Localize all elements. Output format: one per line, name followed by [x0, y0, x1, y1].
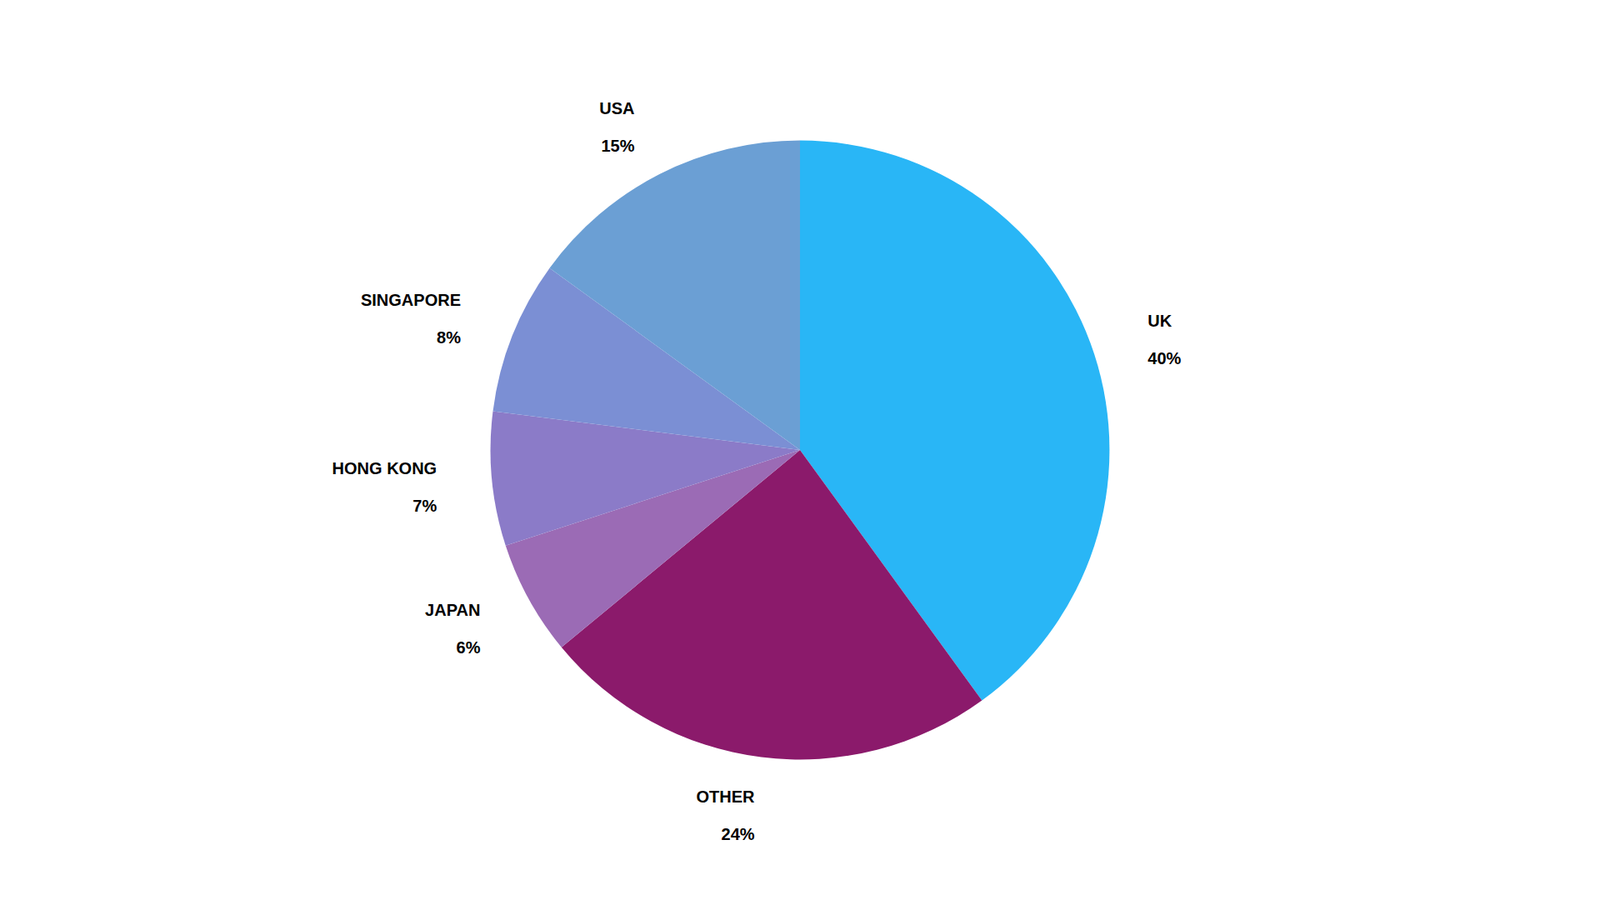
- svg-text:JAPAN: JAPAN: [425, 600, 480, 620]
- svg-text:6%: 6%: [456, 638, 481, 657]
- svg-text:24%: 24%: [721, 825, 755, 844]
- svg-text:UK: UK: [1147, 311, 1172, 330]
- svg-text:15%: 15%: [600, 136, 635, 155]
- svg-text:40%: 40%: [1147, 349, 1181, 368]
- svg-text:7%: 7%: [412, 496, 437, 515]
- svg-text:HONG KONG: HONG KONG: [332, 459, 438, 478]
- svg-text:8%: 8%: [436, 328, 461, 347]
- svg-text:OTHER: OTHER: [696, 787, 756, 806]
- svg-text:SINGAPORE: SINGAPORE: [360, 290, 461, 310]
- svg-text:USA: USA: [599, 99, 635, 118]
